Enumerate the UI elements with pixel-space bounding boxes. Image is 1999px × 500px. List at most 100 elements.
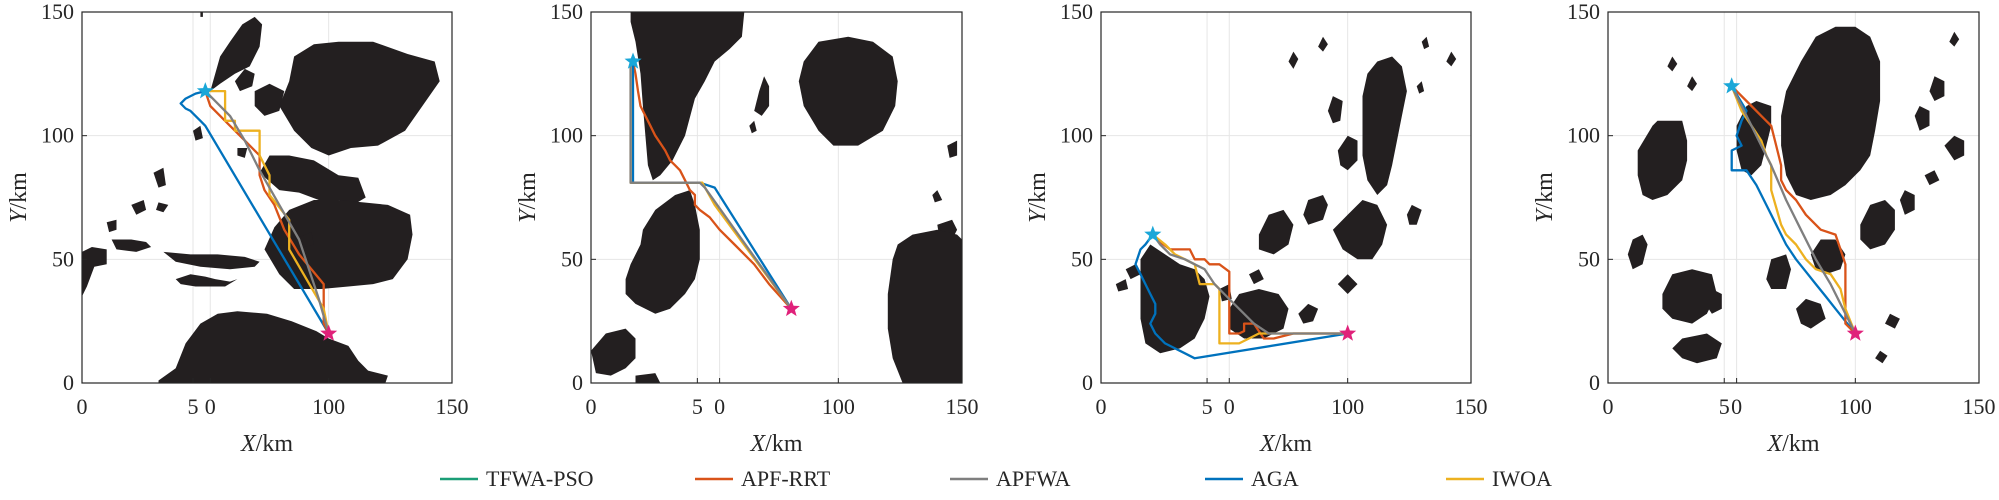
legend-label-apfwa: APFWA: [996, 466, 1071, 491]
obstacle: [591, 328, 636, 376]
series-apf-rrt: [631, 61, 793, 310]
y-tick-label: 100: [1567, 123, 1600, 148]
goal-marker: [1846, 324, 1864, 341]
y-axis-label: Y/km: [6, 172, 32, 223]
obstacle: [1337, 135, 1358, 171]
axes-box: [590, 11, 963, 384]
x-tick-label: 5: [692, 394, 703, 419]
x-tick-label: 100: [1331, 394, 1364, 419]
y-tick-label: 150: [550, 0, 583, 24]
obstacle: [1944, 135, 1965, 161]
obstacle: [1115, 279, 1129, 292]
x-tick-label: 100: [822, 394, 855, 419]
obstacle: [1637, 120, 1688, 200]
series-apf-rrt: [1151, 233, 1348, 340]
obstacle: [82, 247, 107, 297]
series-iwoa: [205, 89, 330, 334]
y-tick-label: 150: [1567, 0, 1600, 24]
obstacle: [299, 232, 314, 247]
obstacle: [1362, 56, 1407, 195]
goal-marker: [320, 324, 338, 341]
x-tick-label: 0: [714, 394, 725, 419]
obstacle: [1416, 81, 1425, 94]
obstacle: [1337, 274, 1358, 294]
obstacle: [264, 200, 413, 289]
obstacle: [234, 68, 255, 92]
x-tick-label: 5: [1719, 394, 1730, 419]
obstacle: [158, 311, 388, 383]
x-tick-label: 0: [1224, 394, 1235, 419]
obstacle: [254, 83, 285, 116]
obstacle: [932, 190, 943, 203]
x-tick-label: 150: [436, 394, 469, 419]
obstacle: [754, 76, 770, 116]
x-axis-label: X/km: [749, 431, 802, 457]
obstacle: [625, 190, 700, 314]
y-tick-label: 150: [41, 0, 74, 24]
obstacle: [1406, 204, 1422, 225]
y-tick-label: 150: [1060, 0, 1093, 24]
obstacle: [1667, 56, 1678, 72]
series-apfwa: [204, 90, 330, 334]
start-marker: [624, 52, 642, 69]
obstacle: [237, 148, 248, 158]
obstacle: [1662, 269, 1717, 324]
legend-label-tfwa-pso: TFWA-PSO: [486, 466, 594, 491]
paths: [1134, 233, 1348, 360]
x-tick-label: 0: [77, 394, 88, 419]
obstacle: [1875, 350, 1888, 364]
obstacle: [1288, 51, 1299, 69]
obstacle: [153, 167, 166, 188]
y-tick-label: 100: [1060, 123, 1093, 148]
obstacle: [210, 16, 263, 92]
obstacle: [1421, 36, 1430, 50]
obstacle: [200, 12, 203, 17]
x-tick-label: 5: [1202, 394, 1213, 419]
y-axis-label: Y/km: [515, 172, 541, 223]
obstacle: [1914, 106, 1930, 131]
x-tick-label: 100: [312, 394, 345, 419]
series-apf-rrt: [1730, 85, 1857, 335]
x-axis-label: X/km: [1259, 431, 1312, 457]
obstacle: [1446, 51, 1457, 67]
goal-marker: [782, 299, 800, 317]
y-axis-label: Y/km: [1025, 172, 1051, 223]
obstacle: [1627, 234, 1648, 270]
legend: TFWA-PSO APF-RRT APFWA AGA IWOA: [440, 466, 1552, 491]
x-axis-label: X/km: [1766, 431, 1819, 457]
obstacle: [947, 140, 958, 158]
legend-label-iwoa: IWOA: [1492, 466, 1552, 491]
obstacle: [1860, 200, 1895, 250]
obstacle: [1885, 313, 1900, 329]
start-marker: [1723, 77, 1741, 94]
paths: [179, 89, 330, 335]
obstacle: [175, 274, 238, 287]
obstacle: [1781, 26, 1881, 200]
y-tick-label: 100: [41, 123, 74, 148]
start-marker: [196, 82, 214, 99]
series-aga: [1134, 233, 1348, 360]
x-tick-label: 150: [946, 394, 979, 419]
obstacle: [1702, 289, 1722, 314]
series-apfwa: [1151, 233, 1348, 335]
obstacle: [1949, 31, 1960, 47]
obstacle: [131, 200, 147, 215]
series-aga: [1730, 85, 1857, 335]
x-tick-label: 100: [1839, 394, 1872, 419]
x-tick-label: 0: [1096, 394, 1107, 419]
obstacle: [1298, 303, 1319, 324]
obstacle: [635, 373, 661, 383]
axes-box: [1100, 11, 1472, 384]
x-tick-label: 0: [586, 394, 597, 419]
x-tick-label: 0: [1603, 394, 1614, 419]
obstacle: [1258, 209, 1294, 255]
y-tick-label: 0: [1589, 370, 1600, 395]
obstacle: [798, 36, 898, 146]
obstacle: [1327, 96, 1343, 124]
x-axis-label: X/km: [240, 431, 293, 457]
series-aga: [179, 89, 330, 335]
obstacle: [1303, 195, 1328, 225]
obstacle: [1249, 269, 1264, 285]
